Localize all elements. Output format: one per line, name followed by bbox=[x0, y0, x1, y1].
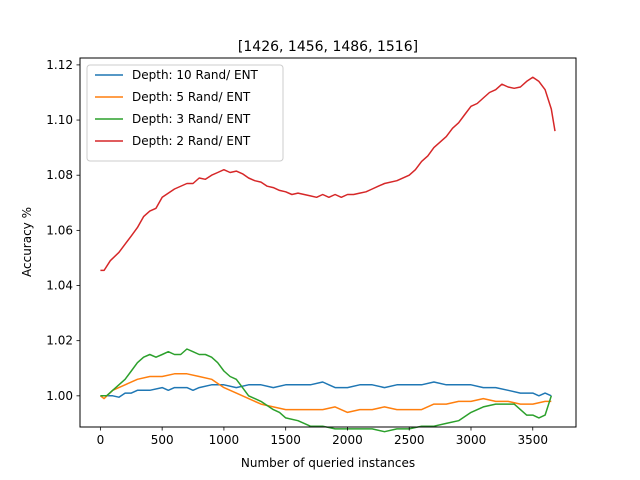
legend-label-2: Depth: 5 Rand/ ENT bbox=[132, 90, 251, 104]
y-tick-label: 1.00 bbox=[46, 389, 73, 403]
y-tick-label: 1.06 bbox=[46, 223, 73, 237]
x-tick-label: 500 bbox=[151, 433, 174, 447]
series-line-2 bbox=[99, 373, 552, 414]
legend-label-4: Depth: 2 Rand/ ENT bbox=[132, 134, 251, 148]
x-tick-label: 1500 bbox=[270, 433, 301, 447]
x-tick-label: 1000 bbox=[209, 433, 240, 447]
legend: Depth: 10 Rand/ ENT Depth: 5 Rand/ ENT Dep… bbox=[86, 64, 284, 162]
series-line-1 bbox=[100, 381, 552, 398]
x-tick-label: 0 bbox=[97, 433, 105, 447]
y-tick-label: 1.08 bbox=[46, 168, 73, 182]
y-tick-label: 1.02 bbox=[46, 334, 73, 348]
series-line-3 bbox=[100, 348, 553, 433]
plot-frame bbox=[79, 57, 577, 428]
x-axis: 0 500 1000 1500 2000 2500 3000 3500 bbox=[97, 427, 548, 447]
legend-label-1: Depth: 10 Rand/ ENT bbox=[132, 68, 259, 82]
y-tick-label: 1.04 bbox=[46, 279, 73, 293]
plot-lines bbox=[99, 76, 556, 433]
chart-title: [1426, 1456, 1486, 1516] bbox=[238, 39, 418, 55]
x-tick-label: 3500 bbox=[517, 433, 548, 447]
x-tick-label: 2500 bbox=[394, 433, 425, 447]
y-axis-title: Accuracy % bbox=[20, 207, 34, 277]
y-axis: 1.00 1.02 1.04 1.06 1.08 1.10 1.12 bbox=[46, 58, 80, 403]
y-tick-label: 1.10 bbox=[46, 113, 73, 127]
series-line-4 bbox=[100, 76, 556, 272]
x-tick-label: 3000 bbox=[456, 433, 487, 447]
legend-box bbox=[86, 64, 284, 162]
y-tick-label: 1.12 bbox=[46, 58, 73, 72]
x-tick-label: 2000 bbox=[332, 433, 363, 447]
legend-label-3: Depth: 3 Rand/ ENT bbox=[132, 112, 251, 126]
x-axis-title: Number of queried instances bbox=[241, 456, 415, 470]
